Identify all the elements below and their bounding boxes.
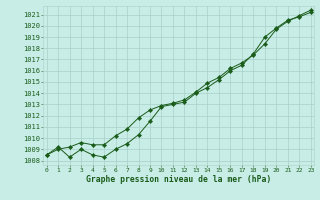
- X-axis label: Graphe pression niveau de la mer (hPa): Graphe pression niveau de la mer (hPa): [86, 175, 271, 184]
